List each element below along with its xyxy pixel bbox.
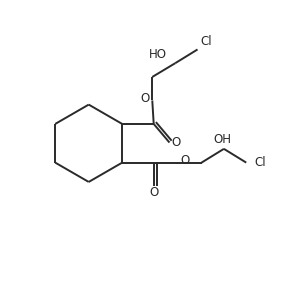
Text: O: O — [180, 154, 190, 167]
Text: OH: OH — [213, 133, 232, 146]
Text: O: O — [171, 136, 180, 149]
Text: O: O — [140, 92, 149, 105]
Text: HO: HO — [148, 48, 166, 61]
Text: Cl: Cl — [254, 156, 266, 169]
Text: O: O — [149, 186, 158, 199]
Text: Cl: Cl — [200, 35, 212, 48]
